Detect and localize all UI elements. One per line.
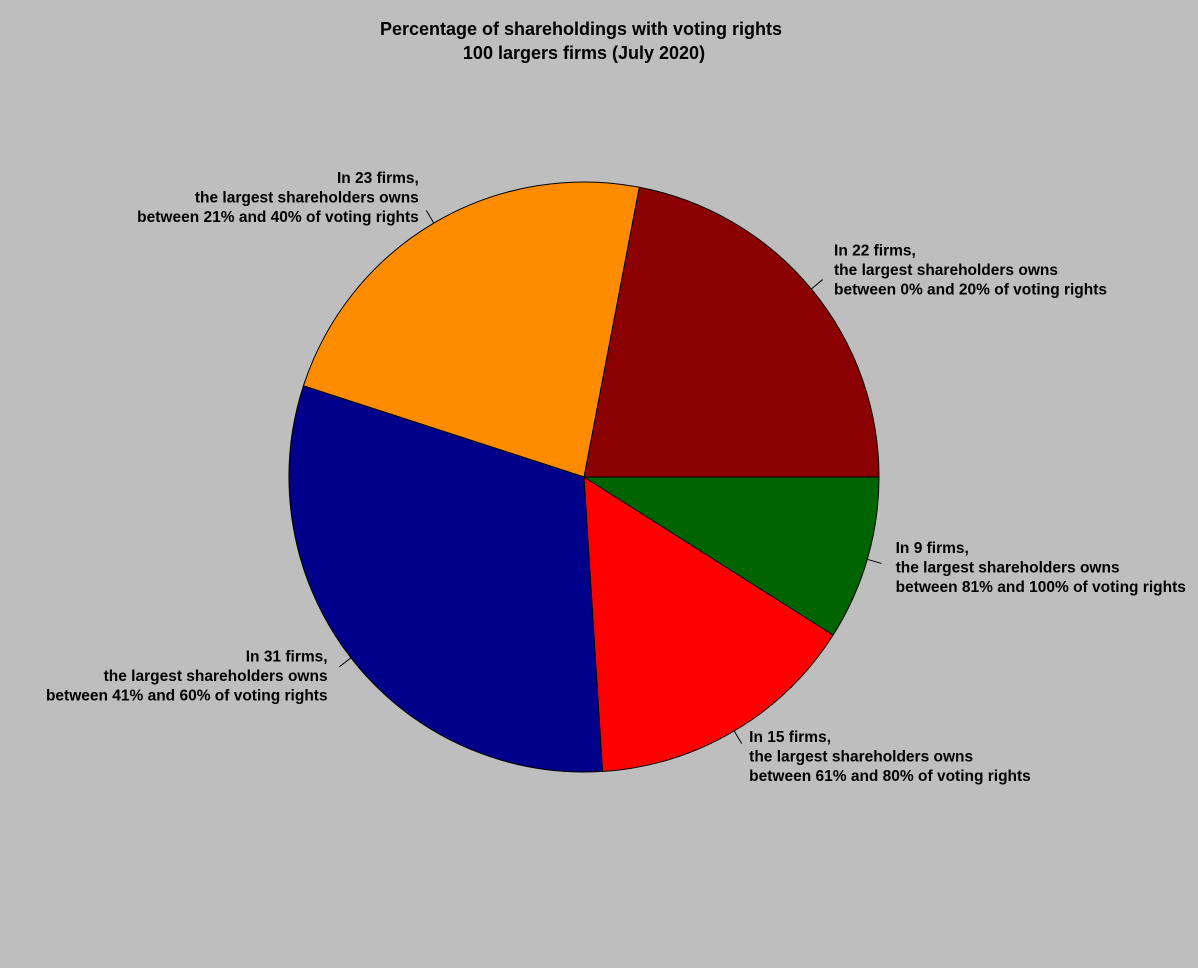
slice-leader-line [867,558,882,564]
slice-label-line: the largest shareholders owns [104,668,328,685]
pie-slice [583,186,880,478]
slice-label: In 22 firms, the largest shareholders own… [834,243,1107,299]
chart-title: Percentage of shareholdings with voting … [380,19,782,39]
slice-leader-line [810,279,823,290]
slice-labels: In 22 firms, the largest shareholders own… [46,170,1186,785]
pie-slice [288,385,604,773]
slice-label-line: In 22 firms, [834,243,916,260]
slice-label-line: between 41% and 60% of voting rights [46,687,328,704]
slice-label-line: the largest shareholders owns [834,262,1058,279]
slice-leader-line [733,730,743,744]
slice-label-line: the largest shareholders owns [896,560,1120,577]
slice-leader-line [338,657,352,668]
slice-label-line: between 81% and 100% of voting rights [896,579,1186,596]
slice-label-line: between 0% and 20% of voting rights [834,282,1107,299]
pie-slices [288,181,880,773]
slice-label-line: between 21% and 40% of voting rights [137,209,419,226]
pie-slice [302,181,640,478]
slice-label-line: In 9 firms, [896,540,969,557]
slice-label-line: the largest shareholders owns [749,748,973,765]
slice-label: In 23 firms, the largest shareholders own… [137,170,419,226]
chart-subtitle: 100 largers firms (July 2020) [463,43,705,63]
slice-label-line: In 15 firms, [749,729,831,746]
slice-label-line: In 31 firms, [246,648,328,665]
pie-slice [582,476,880,636]
slice-label-line: between 61% and 80% of voting rights [749,768,1031,785]
slice-leader-line [425,210,435,224]
slice-label: In 9 firms, the largest shareholders owns… [896,540,1186,596]
slice-label-line: the largest shareholders owns [195,190,419,207]
slice-label-line: In 23 firms, [337,170,419,187]
slice-label: In 31 firms, the largest shareholders own… [46,648,328,704]
slice-label: In 15 firms, the largest shareholders own… [749,729,1031,785]
